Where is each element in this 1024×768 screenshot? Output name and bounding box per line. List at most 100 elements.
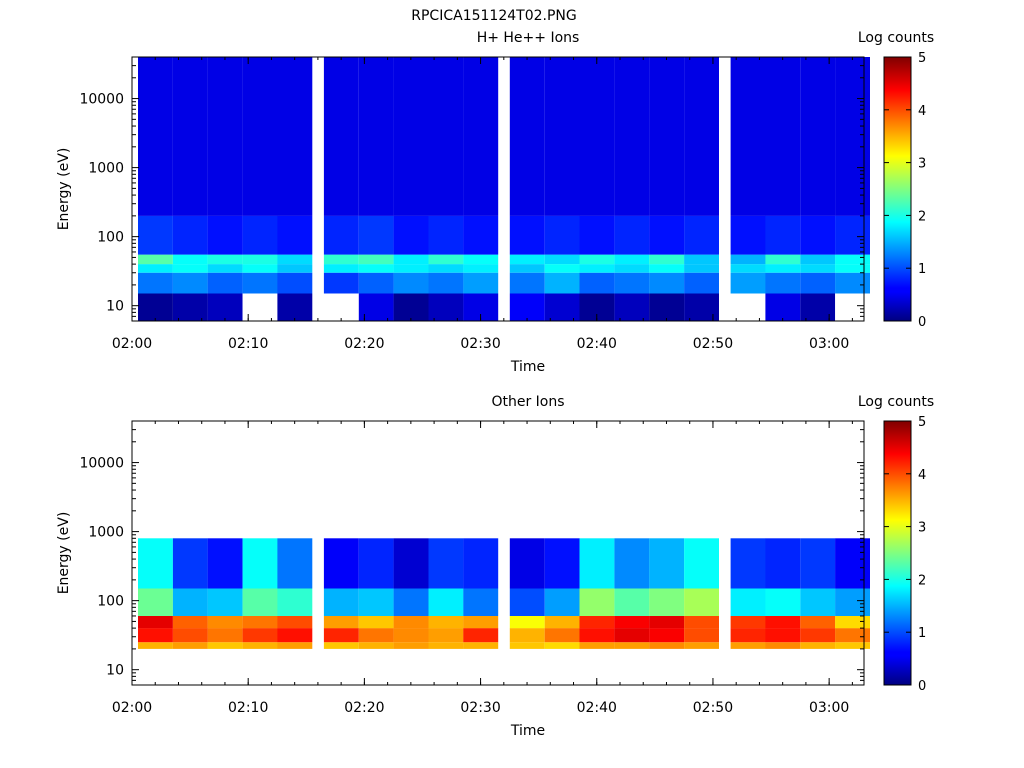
panel-title: H+ He++ Ions	[477, 30, 580, 46]
heatmap-cell	[428, 264, 464, 273]
heatmap-cell	[207, 628, 243, 643]
heatmap-cell	[649, 254, 685, 265]
heatmap-cell	[614, 57, 650, 216]
heatmap-cell	[544, 616, 580, 629]
heatmap-cell	[277, 57, 313, 216]
heatmap-cell	[765, 272, 801, 294]
y-tick-label: 100	[97, 594, 124, 610]
heatmap-cell	[207, 538, 243, 589]
heatmap-cell	[207, 254, 243, 265]
heatmap-cell	[765, 628, 801, 643]
heatmap-cell	[800, 293, 836, 321]
heatmap-cell	[358, 254, 394, 265]
x-tick-label: 02:50	[693, 336, 733, 352]
heatmap-cell	[172, 538, 208, 589]
heatmap-cell	[730, 588, 766, 616]
heatmap-cell	[649, 215, 685, 255]
heatmap-cell	[277, 293, 313, 321]
x-tick-label: 02:40	[577, 336, 617, 352]
heatmap-cell	[428, 628, 464, 643]
heatmap-cell	[544, 538, 580, 589]
heatmap-cell	[800, 628, 836, 643]
heatmap-cell	[649, 57, 685, 216]
heatmap-cell	[323, 588, 359, 616]
colorbar	[883, 56, 912, 322]
heatmap-cell	[765, 588, 801, 616]
heatmap-cell	[730, 293, 766, 321]
heatmap-cell	[649, 628, 685, 643]
figure-title: RPCICA151124T02.PNG	[411, 8, 576, 24]
heatmap-cell	[207, 588, 243, 616]
heatmap-cell	[684, 588, 719, 616]
heatmap-cell	[684, 293, 719, 321]
heatmap-cell	[509, 628, 545, 643]
y-tick-label: 100	[97, 230, 124, 246]
heatmap-cell	[579, 272, 615, 294]
heatmap-cell	[684, 538, 719, 589]
heatmap-cell	[649, 616, 685, 629]
heatmap-cell	[428, 57, 464, 216]
heatmap-cell	[649, 264, 685, 273]
heatmap-cell	[323, 538, 359, 589]
heatmap-cell	[579, 215, 615, 255]
heatmap-cell	[393, 264, 429, 273]
heatmap-cell	[509, 264, 545, 273]
heatmap-cell	[358, 616, 394, 629]
heatmap-cell	[323, 642, 359, 649]
heatmap-cell	[207, 272, 243, 294]
heatmap-cell	[172, 588, 208, 616]
heatmap-cell	[207, 264, 243, 273]
heatmap-cell	[323, 215, 359, 255]
heatmap-cell	[684, 616, 719, 629]
heatmap-cell	[138, 616, 173, 629]
heatmap-cell	[614, 254, 650, 265]
heatmap-cell	[393, 538, 429, 589]
heatmap-cell	[800, 538, 836, 589]
heatmap-cell	[242, 642, 278, 649]
heatmap-cell	[172, 57, 208, 216]
heatmap-cell	[242, 588, 278, 616]
heatmap-cell	[544, 642, 580, 649]
y-tick-label: 1000	[88, 525, 124, 541]
x-tick-label: 02:00	[112, 336, 152, 352]
x-tick-label: 02:10	[228, 700, 268, 716]
heatmap-cell	[730, 215, 766, 255]
heatmap-cell	[649, 538, 685, 589]
heatmap-cell	[277, 588, 313, 616]
heatmap-cell	[172, 272, 208, 294]
heatmap-cell	[765, 254, 801, 265]
heatmap-cell	[323, 254, 359, 265]
heatmap-cell	[428, 254, 464, 265]
heatmap-cell	[800, 588, 836, 616]
heatmap-cell	[277, 616, 313, 629]
heatmap-cell	[730, 254, 766, 265]
heatmap-cell	[242, 57, 278, 216]
heatmap-cell	[579, 588, 615, 616]
heatmap-cell	[138, 293, 173, 321]
heatmap-cell	[172, 642, 208, 649]
heatmap-cell	[393, 642, 429, 649]
heatmap-cell	[358, 264, 394, 273]
heatmap-cell	[684, 57, 719, 216]
heatmap-cell	[393, 616, 429, 629]
heatmap-cell	[544, 264, 580, 273]
heatmap-cell	[323, 57, 359, 216]
heatmap-cell	[544, 57, 580, 216]
heatmap-cell	[242, 264, 278, 273]
heatmap-cell	[730, 628, 766, 643]
heatmap-cell	[684, 642, 719, 649]
heatmap-cell	[138, 272, 173, 294]
heatmap-cell	[765, 293, 801, 321]
heatmap-cell	[835, 642, 870, 649]
heatmap-cell	[393, 628, 429, 643]
heatmap-cell	[463, 272, 499, 294]
heatmap-cell	[463, 538, 499, 589]
heatmap-cell	[138, 215, 173, 255]
heatmap-cell	[730, 538, 766, 589]
heatmap-cell	[277, 215, 313, 255]
x-tick-label: 02:10	[228, 336, 268, 352]
heatmap-cell	[358, 215, 394, 255]
colorbar-tick-label: 1	[918, 262, 926, 277]
heatmap-cell	[649, 293, 685, 321]
heatmap-cell	[835, 293, 870, 321]
